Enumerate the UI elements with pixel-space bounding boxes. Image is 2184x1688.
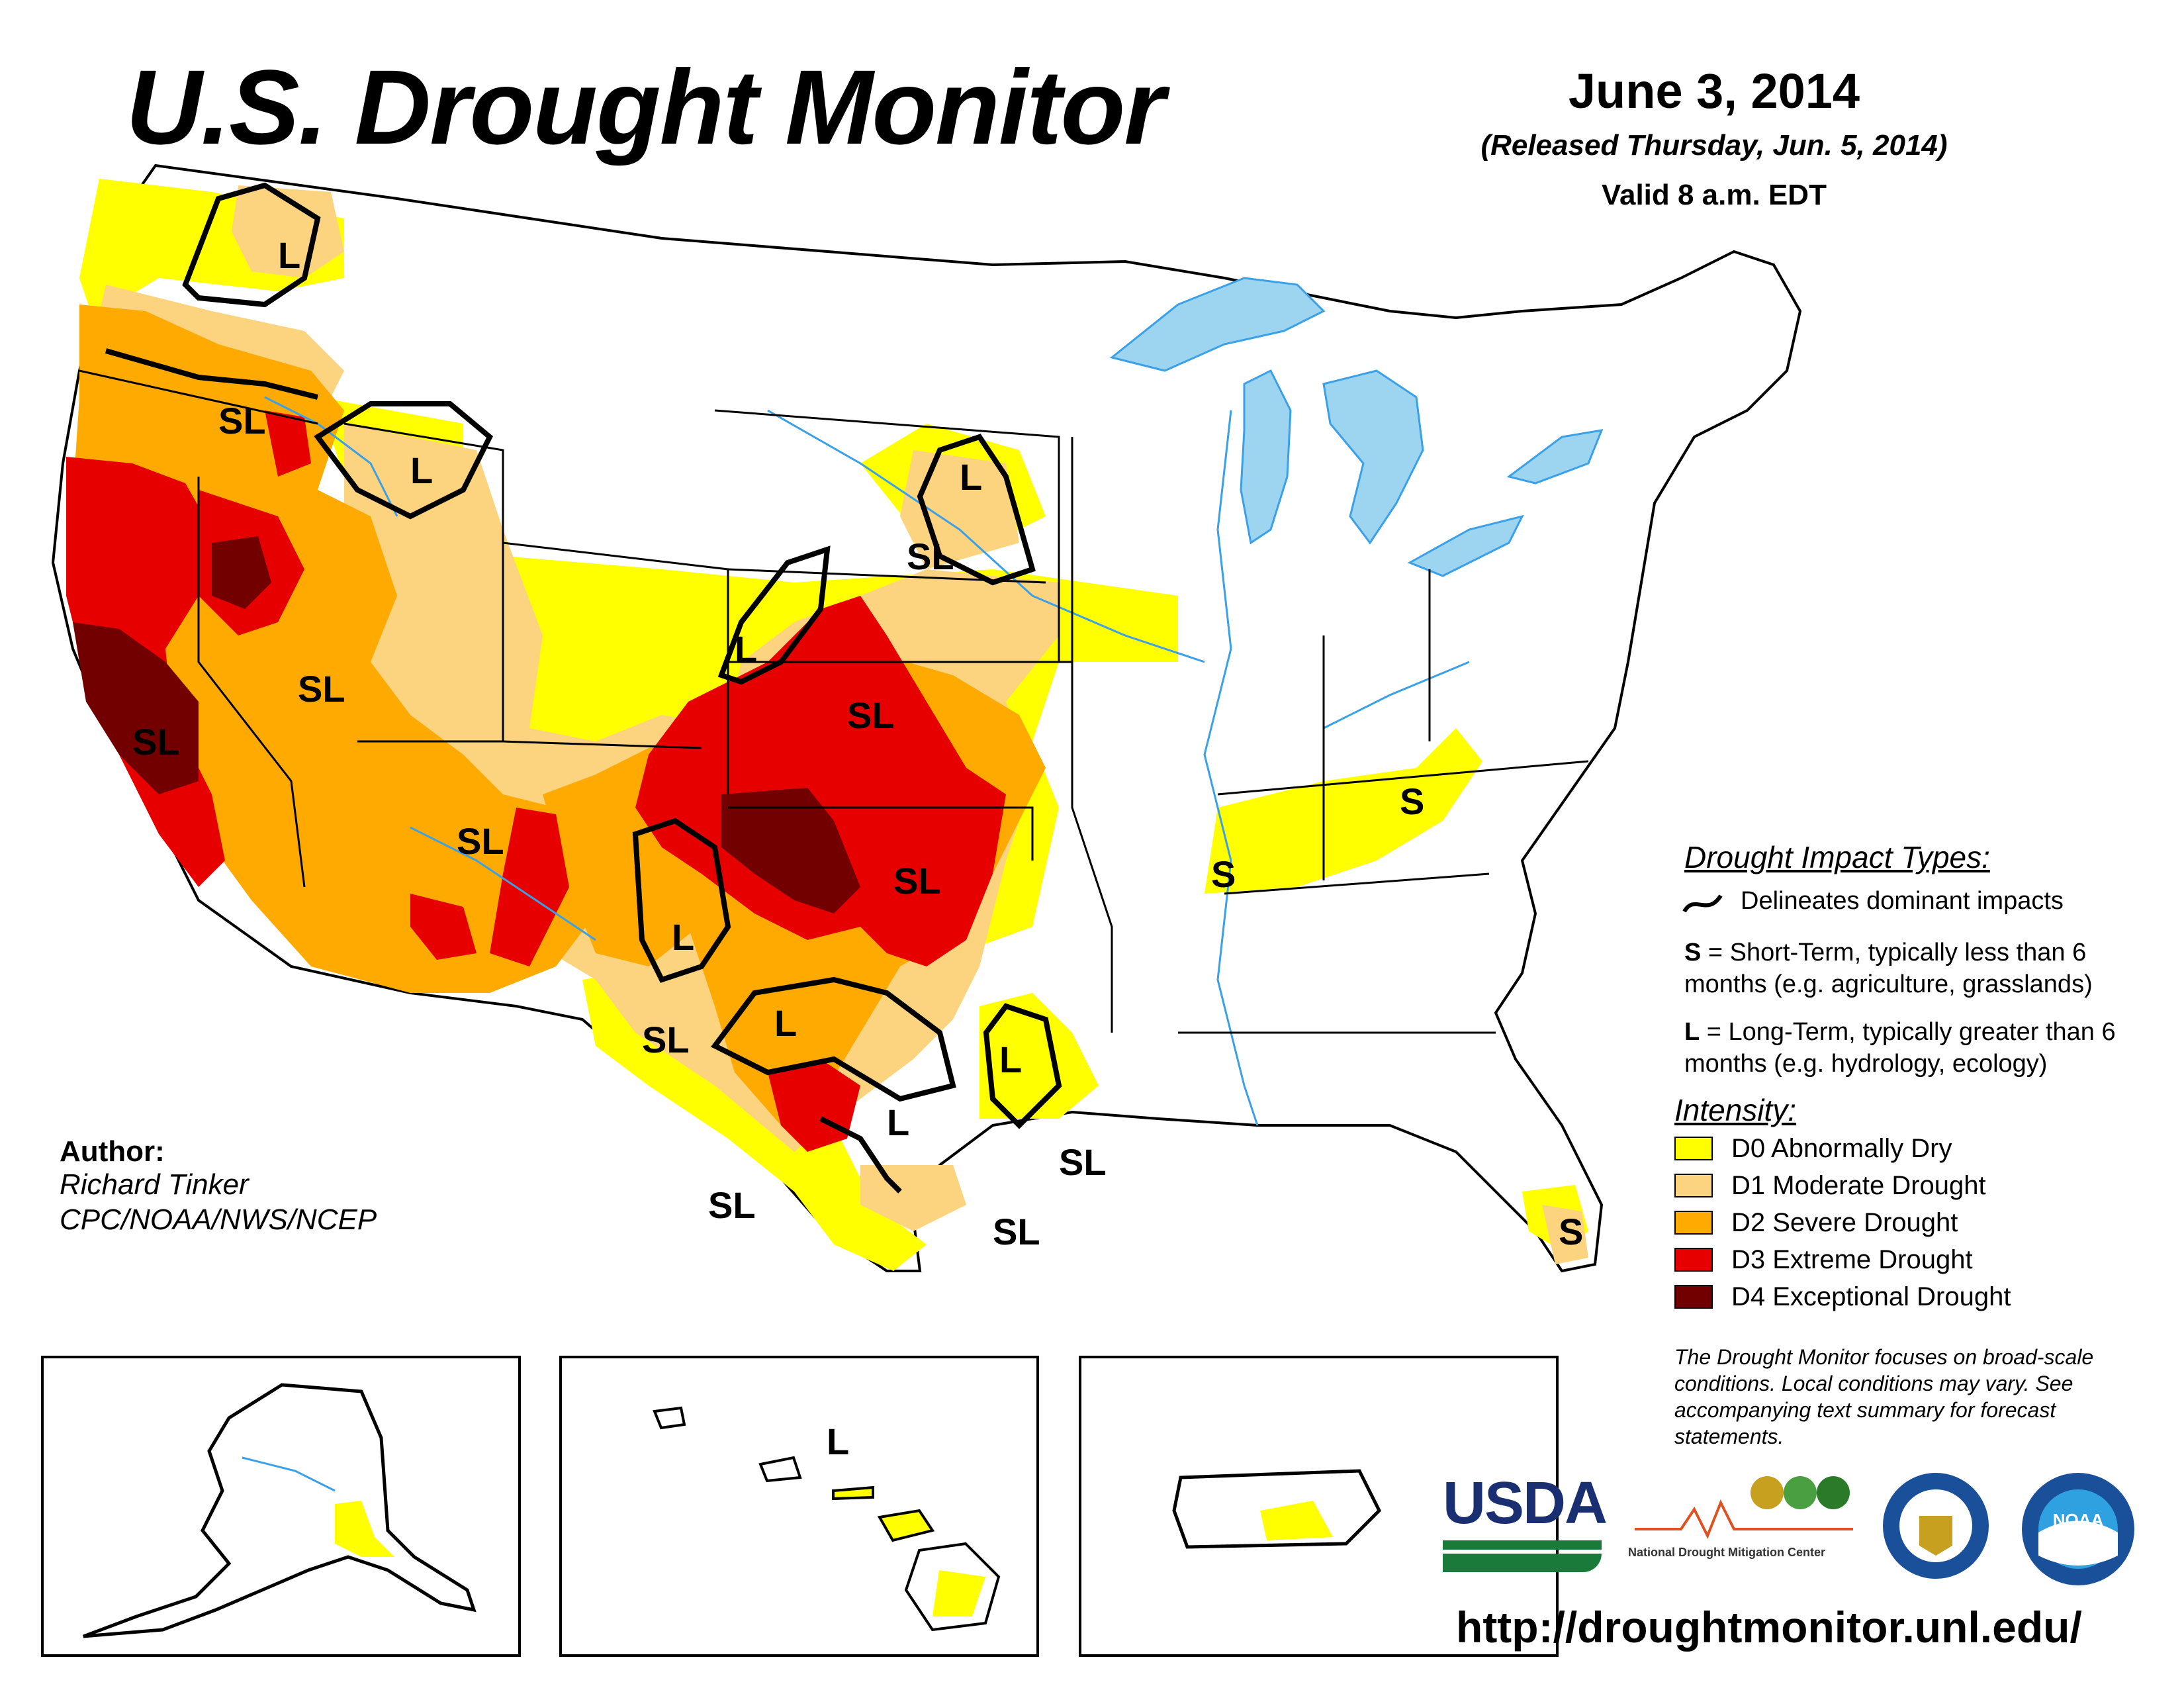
legend-label-d1: D1 Moderate Drought <box>1731 1170 1986 1200</box>
delineation-line-icon <box>1682 894 1723 913</box>
impact-delineates-text: Delineates dominant impacts <box>1741 887 2064 915</box>
alaska-map <box>83 1383 477 1638</box>
label-florida-s: S <box>1559 1211 1583 1252</box>
lake-michigan <box>1240 369 1292 545</box>
legend-item-d0: D0 Abnormally Dry <box>1674 1133 1952 1164</box>
label-nebraska-sl: SL <box>907 536 954 577</box>
impact-boundaries <box>105 182 1062 1194</box>
label-newmexico-l: L <box>672 916 694 958</box>
disclaimer-note: The Drought Monitor focuses on broad-sca… <box>1674 1345 2094 1448</box>
label-tennessee-s: S <box>1211 853 1236 895</box>
impact-l-key: L <box>1684 1018 1700 1046</box>
label-arizona-sl: SL <box>457 820 504 862</box>
label-west-l: L <box>278 234 300 276</box>
legend-label-d3: D3 Extreme Drought <box>1731 1244 1973 1274</box>
lake-erie <box>1407 514 1524 577</box>
lake-huron <box>1322 369 1424 545</box>
legend-swatch-d1 <box>1674 1174 1713 1197</box>
page-title: U.S. Drought Monitor <box>126 48 1165 166</box>
label-rio-sl: SL <box>708 1184 756 1226</box>
release-date: (Released Thursday, Jun. 5, 2014) <box>1480 129 1948 162</box>
noaa-logo: NOAA <box>2019 1470 2138 1589</box>
legend-swatch-d4 <box>1674 1285 1713 1309</box>
label-texascoast-sl: SL <box>993 1211 1040 1252</box>
legend-swatch-d2 <box>1674 1211 1713 1235</box>
website-url[interactable]: http://droughtmonitor.unl.edu/ <box>1456 1603 2082 1652</box>
legend-swatch-d0 <box>1674 1137 1713 1160</box>
conus-drought-map: L SL L SL SL SL L SL L SL SL L SL L L L … <box>51 164 1802 1273</box>
alaska-inset <box>41 1356 521 1657</box>
lake-superior <box>1109 277 1326 372</box>
label-kansas-sl: SL <box>847 694 895 736</box>
legend-item-d4: D4 Exceptional Drought <box>1674 1282 2011 1312</box>
label-california-sl: SL <box>132 721 180 763</box>
usda-logo: USDA <box>1443 1470 1608 1575</box>
impact-l-text: = Long-Term, typically greater than 6 mo… <box>1684 1018 2116 1078</box>
label-dakota-l: L <box>960 456 982 498</box>
ndmc-logo: National Drought Mitigation Center <box>1628 1470 1860 1575</box>
legend-label-d2: D2 Severe Drought <box>1731 1207 1958 1237</box>
label-idaho-l: L <box>410 449 433 491</box>
intensity-title: Intensity: <box>1674 1093 1797 1127</box>
legend-label-d4: D4 Exceptional Drought <box>1731 1282 2011 1311</box>
label-westtexas-sl: SL <box>642 1019 690 1060</box>
valid-time: Valid 8 a.m. EDT <box>1602 179 1827 211</box>
author-org: CPC/NOAA/NWS/NCEP <box>60 1203 377 1236</box>
label-hawaii-l: L <box>827 1421 849 1462</box>
impact-s-key: S <box>1684 939 1702 966</box>
label-easttexas-l: L <box>999 1039 1022 1080</box>
label-appalachia-s: S <box>1400 780 1424 822</box>
puerto-rico-inset <box>1079 1356 1559 1657</box>
legend-swatch-d3 <box>1674 1248 1713 1272</box>
author-name: Richard Tinker <box>60 1168 249 1201</box>
rivers <box>264 396 1470 1126</box>
author-label: Author: <box>60 1135 165 1168</box>
impact-short-term: S = Short-Term, typically less than 6 mo… <box>1684 937 2161 1000</box>
hawaii-map: L <box>653 1406 1001 1632</box>
svg-text:NOAA: NOAA <box>2053 1510 2104 1530</box>
impact-s-text: = Short-Term, typically less than 6 mont… <box>1684 939 2093 998</box>
legend-item-d3: D3 Extreme Drought <box>1674 1244 1973 1275</box>
legend-item-d2: D2 Severe Drought <box>1674 1207 1958 1238</box>
label-centraltexas-l: L <box>774 1002 797 1044</box>
commerce-seal-logo <box>1880 1470 1992 1582</box>
lake-ontario <box>1506 429 1604 485</box>
legend-item-d1: D1 Moderate Drought <box>1674 1170 1986 1201</box>
label-colorado-l: L <box>735 628 757 670</box>
label-oregon-sl: SL <box>218 400 266 442</box>
label-nevada-sl: SL <box>298 668 345 710</box>
map-date: June 3, 2014 <box>1568 64 1860 118</box>
label-oklahoma-sl: SL <box>893 860 941 902</box>
impact-long-term: L = Long-Term, typically greater than 6 … <box>1684 1016 2161 1080</box>
state-boundaries <box>79 369 1589 1034</box>
hawaii-inset: L <box>559 1356 1039 1657</box>
puerto-rico-map <box>1172 1469 1382 1549</box>
label-louisiana-sl: SL <box>1059 1141 1107 1183</box>
legend-label-d0: D0 Abnormally Dry <box>1731 1133 1952 1163</box>
label-southtexas-l: L <box>887 1102 909 1143</box>
impact-types-title: Drought Impact Types: <box>1684 840 1990 874</box>
d4-areas <box>73 536 860 914</box>
